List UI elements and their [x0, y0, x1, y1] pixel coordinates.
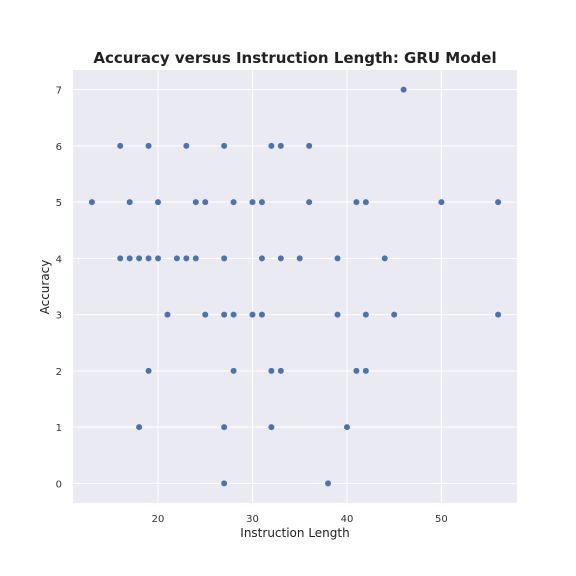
data-point [221, 142, 228, 149]
data-point [277, 142, 284, 149]
y-tick-label: 6 [56, 142, 62, 153]
data-point [362, 311, 369, 318]
data-point [192, 255, 199, 262]
data-point [258, 255, 265, 262]
data-point [145, 255, 152, 262]
data-point [438, 199, 445, 206]
data-point [117, 142, 124, 149]
y-tick-label: 5 [56, 198, 62, 209]
data-point [249, 311, 256, 318]
data-point [126, 199, 133, 206]
y-axis-label: Accuracy [38, 260, 52, 315]
data-point [353, 199, 360, 206]
data-point [249, 199, 256, 206]
data-point [192, 199, 199, 206]
data-point [202, 199, 209, 206]
data-point [306, 142, 313, 149]
x-axis-label: Instruction Length [240, 526, 349, 540]
x-tick-label: 40 [341, 514, 354, 525]
data-point [221, 311, 228, 318]
data-point [221, 480, 228, 487]
x-tick-label: 30 [246, 514, 259, 525]
data-points [88, 86, 502, 487]
chart-title: Accuracy versus Instruction Length: GRU … [93, 49, 496, 67]
data-point [173, 255, 180, 262]
plot-area [73, 70, 517, 503]
y-tick-label: 0 [56, 479, 62, 490]
data-point [230, 367, 237, 374]
y-tick-label: 2 [56, 367, 62, 378]
data-point [136, 255, 143, 262]
data-point [230, 311, 237, 318]
y-tick-label: 4 [56, 254, 62, 265]
y-tick-label: 1 [56, 423, 62, 434]
data-point [136, 424, 143, 431]
data-point [306, 199, 313, 206]
data-point [258, 199, 265, 206]
data-point [343, 424, 350, 431]
data-point [145, 367, 152, 374]
data-point [353, 367, 360, 374]
data-point [268, 367, 275, 374]
x-tick-label: 50 [435, 514, 448, 525]
data-point [495, 311, 502, 318]
data-point [277, 367, 284, 374]
data-point [126, 255, 133, 262]
data-point [164, 311, 171, 318]
data-point [155, 199, 162, 206]
data-point [296, 255, 303, 262]
data-point [202, 311, 209, 318]
data-point [334, 311, 341, 318]
y-tick-label: 7 [56, 86, 62, 97]
data-point [117, 255, 124, 262]
data-point [88, 199, 95, 206]
data-point [495, 199, 502, 206]
data-point [268, 424, 275, 431]
data-point [183, 142, 190, 149]
y-tick-label: 3 [56, 311, 62, 322]
data-point [183, 255, 190, 262]
data-point [221, 424, 228, 431]
data-point [362, 199, 369, 206]
data-point [381, 255, 388, 262]
data-point [221, 255, 228, 262]
data-point [230, 199, 237, 206]
data-point [277, 255, 284, 262]
data-point [268, 142, 275, 149]
data-point [400, 86, 407, 93]
data-point [258, 311, 265, 318]
data-point [325, 480, 332, 487]
data-point [362, 367, 369, 374]
tick-labels: 20 30 40 50 0 1 2 3 4 5 6 7 [56, 86, 448, 525]
data-point [155, 255, 162, 262]
data-point [145, 142, 152, 149]
data-point [391, 311, 398, 318]
x-tick-label: 20 [152, 514, 165, 525]
data-point [334, 255, 341, 262]
